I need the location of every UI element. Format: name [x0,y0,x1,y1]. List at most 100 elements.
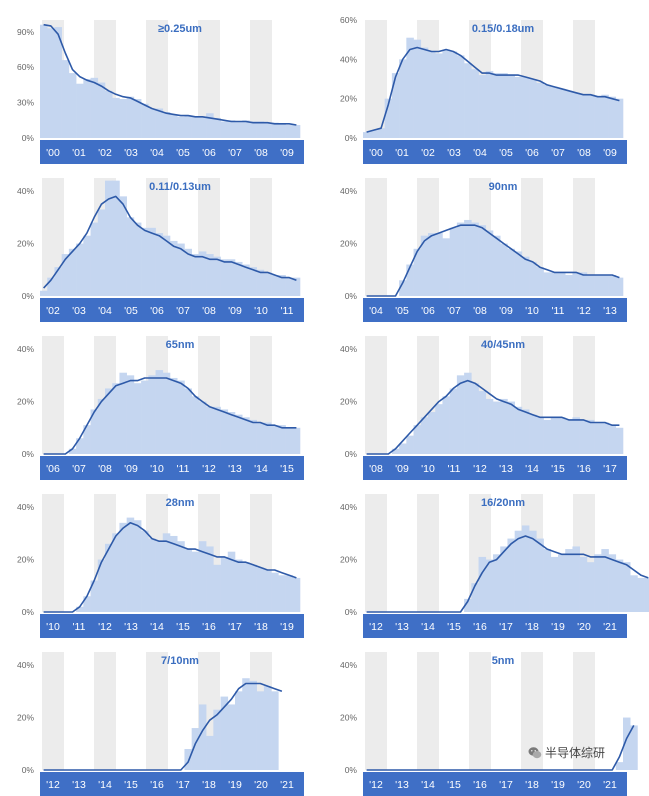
year-stripe [573,178,595,296]
bar [586,419,595,454]
bar [478,75,487,138]
bar [586,562,595,612]
x-tick-label: '20 [254,779,268,791]
bar [485,230,494,296]
bar [601,549,609,612]
bar [435,53,443,138]
bar [155,370,164,454]
chart-svg-10: 40% 20% 0% 5nm '12 '13 '14 '15 '16 '17 '18 '19 '20 '2… [340,652,638,796]
x-tick-label: '16 [473,621,487,633]
bar [391,448,400,454]
y-tick-label: 20% [17,555,34,565]
bar [572,92,580,138]
bar [558,554,566,612]
y-tick-label: 40% [17,660,34,670]
bar [68,73,77,138]
bar [220,556,229,612]
x-tick-label: '10 [525,305,539,317]
x-tick-label: '15 [447,621,461,633]
y-tick-label: 20% [340,713,357,723]
x-tick-label: '15 [447,779,461,791]
x-tick-label: '12 [46,779,60,791]
bar [90,222,99,296]
x-tick-label: '19 [551,779,565,791]
bar [206,113,214,138]
bar [428,412,436,454]
bar [413,425,422,454]
y-tick-label: 0% [22,765,35,775]
bar [285,125,294,138]
bar [68,448,77,454]
y-tick-label: 60% [17,62,34,72]
bar [105,543,113,612]
x-tick-label: '12 [369,779,383,791]
bar [155,541,164,612]
bar [370,130,378,138]
x-tick-label: '02 [46,305,60,317]
year-stripe [250,20,272,138]
y-tick-label: 40% [17,344,34,354]
trend-line [366,725,635,771]
bar [76,606,84,612]
bar [637,577,645,612]
bar [521,525,530,612]
bar [242,264,250,296]
bar [471,69,479,138]
x-tick-label: '13 [395,621,409,633]
bar [292,577,301,612]
bar [493,73,501,138]
bar [399,443,407,454]
bar [428,51,436,138]
bar [249,680,257,770]
bar [608,425,617,454]
y-tick-label: 0% [345,133,358,143]
bar [249,419,257,454]
x-tick-label: '09 [603,147,617,159]
bar [507,538,515,612]
y-tick-label: 40% [340,344,357,354]
x-tick-label: '17 [499,621,513,633]
bar [141,227,149,296]
x-tick-label: '06 [150,305,164,317]
bar [133,383,142,454]
y-tick-label: 0% [22,449,35,459]
bar [464,598,472,612]
bar [97,82,106,138]
bar [399,280,407,296]
bar [47,28,55,138]
bar [105,180,113,296]
x-tick-label: '04 [98,305,112,317]
bar [608,275,617,296]
bar [206,546,214,612]
x-tick-label: '08 [254,147,268,159]
x-tick-label: '16 [150,779,164,791]
year-stripe [42,178,64,296]
x-tick-label: '15 [176,621,190,633]
bar [68,248,77,296]
bar [40,290,48,296]
bar [184,749,192,770]
x-tick-label: '08 [369,463,383,475]
chart-title: 90nm [489,181,518,193]
bar [112,180,120,296]
bar [514,406,523,454]
bar [608,554,617,612]
bar [399,59,407,139]
bar [536,538,544,612]
bar [141,530,149,612]
year-stripe [417,494,439,612]
bar [177,541,185,612]
bar [464,63,472,139]
bar [550,556,559,612]
y-tick-label: 40% [340,502,357,512]
bar [263,570,272,612]
x-tick-label: '12 [577,305,591,317]
x-tick-label: '14 [421,779,435,791]
chart-svg-1: 90% 60% 30% 0% ≥0.25um '00 '01 '02 '03 '04 '05 '06 '… [17,20,304,164]
chart-title: 7/10nm [161,655,199,667]
bar [478,556,487,612]
x-tick-label: '20 [577,621,591,633]
bar [198,401,207,454]
bar [391,73,400,138]
bar [586,94,595,138]
